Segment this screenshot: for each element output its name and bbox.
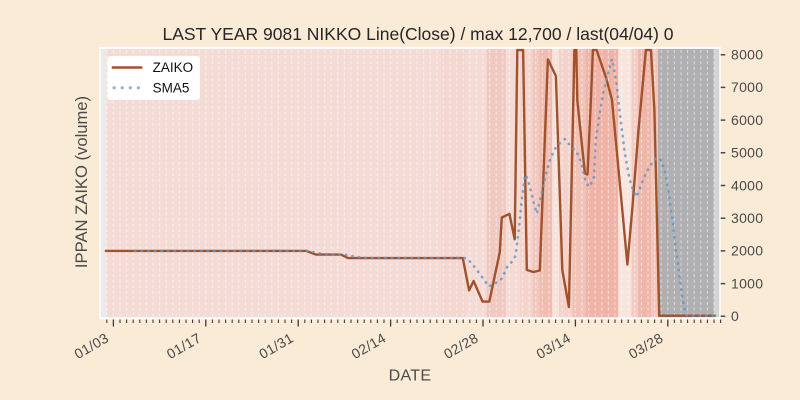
svg-text:3000: 3000 <box>731 210 763 226</box>
svg-text:DATE: DATE <box>389 368 432 385</box>
svg-text:1000: 1000 <box>731 275 763 291</box>
svg-text:IPPAN ZAIKO (volume): IPPAN ZAIKO (volume) <box>72 96 91 268</box>
svg-text:ZAIKO: ZAIKO <box>153 60 194 75</box>
svg-text:5000: 5000 <box>731 145 763 161</box>
svg-text:8000: 8000 <box>731 47 763 63</box>
svg-text:4000: 4000 <box>731 177 763 193</box>
svg-text:7000: 7000 <box>731 79 763 95</box>
svg-text:2000: 2000 <box>731 243 763 259</box>
svg-text:0: 0 <box>731 308 739 324</box>
svg-text:LAST YEAR 9081 NIKKO Line(Clos: LAST YEAR 9081 NIKKO Line(Close) / max 1… <box>162 24 673 44</box>
svg-text:6000: 6000 <box>731 112 763 128</box>
svg-text:SMA5: SMA5 <box>153 80 190 95</box>
